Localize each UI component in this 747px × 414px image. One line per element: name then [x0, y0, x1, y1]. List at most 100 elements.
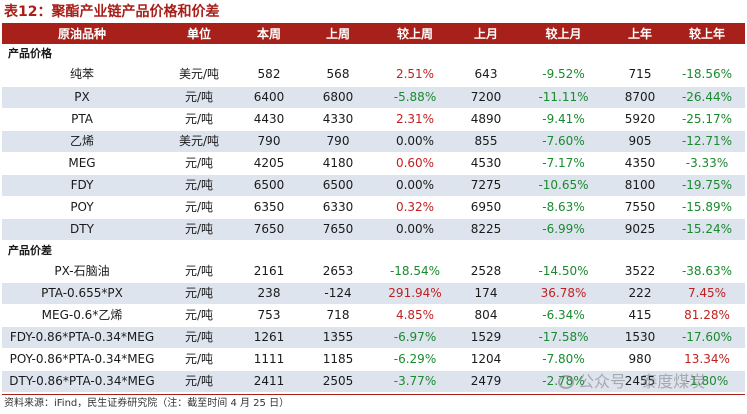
cell-last-month: 804 — [456, 304, 516, 327]
cell-unit: 元/吨 — [162, 218, 236, 241]
cell-last-year: 8100 — [611, 174, 669, 197]
cell-last-year: 4350 — [611, 152, 669, 175]
cell-name: MEG-0.6*乙烯 — [2, 304, 162, 327]
cell-last-month: 2528 — [456, 260, 516, 283]
cell-last-week: 6500 — [302, 174, 374, 197]
cell-unit: 元/吨 — [162, 260, 236, 283]
cell-chg-month: -7.80% — [516, 348, 611, 371]
cell-this-week: 6500 — [236, 174, 302, 197]
cell-chg-week: 291.94% — [374, 282, 456, 305]
cell-last-year: 7550 — [611, 196, 669, 219]
cell-chg-week: 2.31% — [374, 108, 456, 131]
cell-name: PX — [2, 86, 162, 109]
cell-name: PTA-0.655*PX — [2, 282, 162, 305]
cell-chg-year: -38.63% — [669, 260, 745, 283]
section-header-row: 产品价格 — [2, 44, 745, 64]
cell-chg-week: -6.29% — [374, 348, 456, 371]
cell-last-month: 6950 — [456, 196, 516, 219]
header-last-month: 上月 — [473, 27, 498, 41]
cell-last-year: 905 — [611, 130, 669, 153]
cell-this-week: 238 — [236, 282, 302, 305]
cell-name: FDY-0.86*PTA-0.34*MEG — [2, 326, 162, 349]
cell-unit: 元/吨 — [162, 370, 236, 393]
cell-last-year: 5920 — [611, 108, 669, 131]
section-label: 产品价差 — [8, 243, 52, 257]
cell-last-year: 2455 — [611, 370, 669, 393]
cell-last-week: 1355 — [302, 326, 374, 349]
table-header: 原油品种 单位 本周 上周 较上周 上月 较上月 上年 较上年 — [2, 24, 745, 44]
cell-chg-year: -12.71% — [669, 130, 745, 153]
header-chg-year: 较上年 — [688, 27, 725, 41]
table-body: 产品价格纯苯 美元/吨 582 568 2.51% 643 -9.52% 715 -18.56%… — [2, 44, 745, 393]
header-row: 原油品种 单位 本周 上周 较上周 上月 较上月 上年 较上年 — [2, 24, 745, 44]
cell-last-month: 4890 — [456, 108, 516, 131]
table-row: MEG 元/吨 4205 4180 0.60% 4530 -7.17% 4350 -3.33% — [2, 152, 745, 175]
cell-name: MEG — [2, 152, 162, 175]
header-product: 原油品种 — [57, 27, 106, 41]
cell-last-week: 4180 — [302, 152, 374, 175]
cell-name: FDY — [2, 174, 162, 197]
cell-last-month: 8225 — [456, 218, 516, 241]
cell-last-month: 1204 — [456, 348, 516, 371]
cell-chg-year: -15.24% — [669, 218, 745, 241]
cell-chg-week: 0.00% — [374, 130, 456, 153]
cell-chg-week: -6.97% — [374, 326, 456, 349]
section-label: 产品价格 — [8, 47, 52, 60]
cell-last-month: 855 — [456, 130, 516, 153]
title-divider — [2, 23, 745, 25]
cell-chg-week: 4.85% — [374, 304, 456, 327]
cell-last-month: 7275 — [456, 174, 516, 197]
cell-unit: 元/吨 — [162, 326, 236, 349]
section-header-row: 产品价差 — [2, 240, 745, 261]
cell-chg-year: -19.75% — [669, 174, 745, 197]
cell-last-year: 1530 — [611, 326, 669, 349]
cell-this-week: 582 — [236, 64, 302, 87]
table-row: PX-石脑油 元/吨 2161 2653 -18.54% 2528 -14.50% 3522-… — [2, 260, 745, 283]
cell-chg-month: -9.41% — [516, 108, 611, 131]
table-row: 纯苯 美元/吨 582 568 2.51% 643 -9.52% 715 -18.56% — [2, 64, 745, 87]
cell-last-month: 643 — [456, 64, 516, 87]
cell-this-week: 1261 — [236, 326, 302, 349]
cell-unit: 元/吨 — [162, 348, 236, 371]
cell-chg-year: -1.80% — [669, 370, 745, 393]
cell-chg-month: -17.58% — [516, 326, 611, 349]
table-row: PTA-0.655*PX 元/吨 238 -124 291.94% 174 36.78% 22… — [2, 282, 745, 305]
table-row: FDY-0.86*PTA-0.34*MEG 元/吨 1261 1355 -6.97% 15… — [2, 326, 745, 349]
watermark-text: 公众号 · 泰度煤炭 — [578, 372, 706, 391]
cell-last-week: 2653 — [302, 260, 374, 283]
cell-unit: 元/吨 — [162, 86, 236, 109]
cell-last-month: 1529 — [456, 326, 516, 349]
cell-chg-year: 13.34% — [669, 348, 745, 371]
cell-chg-month: -14.50% — [516, 260, 611, 283]
cell-this-week: 4430 — [236, 108, 302, 131]
cell-chg-month: -6.99% — [516, 218, 611, 241]
cell-chg-week: 0.00% — [374, 218, 456, 241]
cell-chg-year: -15.89% — [669, 196, 745, 219]
cell-last-year: 415 — [611, 304, 669, 327]
cell-last-month: 7200 — [456, 86, 516, 109]
cell-chg-week: 0.32% — [374, 196, 456, 219]
cell-name: 纯苯 — [2, 64, 162, 87]
cell-unit: 元/吨 — [162, 304, 236, 327]
price-spread-table: 原油品种 单位 本周 上周 较上周 上月 较上月 上年 较上年 产品价格纯苯 美元… — [2, 24, 745, 393]
table-row: PX 元/吨 6400 6800 -5.88% 7200 -11.11% 8700 -26.44… — [2, 86, 745, 109]
cell-last-month: 2479 — [456, 370, 516, 393]
cell-this-week: 790 — [236, 130, 302, 153]
cell-chg-month: -7.17% — [516, 152, 611, 175]
cell-unit: 元/吨 — [162, 108, 236, 131]
table-row: PTA 元/吨 4430 4330 2.31% 4890 -9.41% 5920 -25.17% — [2, 108, 745, 131]
cell-last-week: 718 — [302, 304, 374, 327]
header-last-year: 上年 — [627, 27, 652, 41]
cell-name: DTY — [2, 218, 162, 241]
header-last-week: 上周 — [325, 27, 350, 41]
cell-last-week: 6330 — [302, 196, 374, 219]
table-row: POY-0.86*PTA-0.34*MEG 元/吨 1111 1185 -6.29% 12… — [2, 348, 745, 371]
header-unit: 单位 — [186, 27, 211, 41]
cell-name: POY-0.86*PTA-0.34*MEG — [2, 348, 162, 371]
cell-chg-week: 0.00% — [374, 174, 456, 197]
cell-chg-year: -18.56% — [669, 64, 745, 87]
cell-this-week: 2411 — [236, 370, 302, 393]
cell-chg-month: -8.63% — [516, 196, 611, 219]
cell-this-week: 4205 — [236, 152, 302, 175]
cell-chg-year: 7.45% — [669, 282, 745, 305]
